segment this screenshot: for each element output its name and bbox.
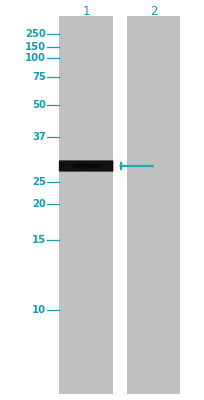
Bar [59, 16, 112, 394]
Ellipse shape [71, 164, 100, 168]
Text: 250: 250 [25, 29, 46, 39]
Text: 2: 2 [149, 5, 157, 18]
Text: 1: 1 [82, 5, 89, 18]
Bar [126, 16, 180, 394]
Text: 75: 75 [32, 72, 46, 82]
Text: 20: 20 [32, 199, 46, 209]
Text: 25: 25 [32, 177, 46, 187]
Text: 15: 15 [32, 235, 46, 245]
Text: 100: 100 [25, 53, 46, 63]
Text: 50: 50 [32, 100, 46, 110]
Text: 10: 10 [32, 305, 46, 315]
Text: 37: 37 [32, 132, 46, 142]
Text: 150: 150 [25, 42, 46, 52]
FancyBboxPatch shape [59, 160, 113, 172]
